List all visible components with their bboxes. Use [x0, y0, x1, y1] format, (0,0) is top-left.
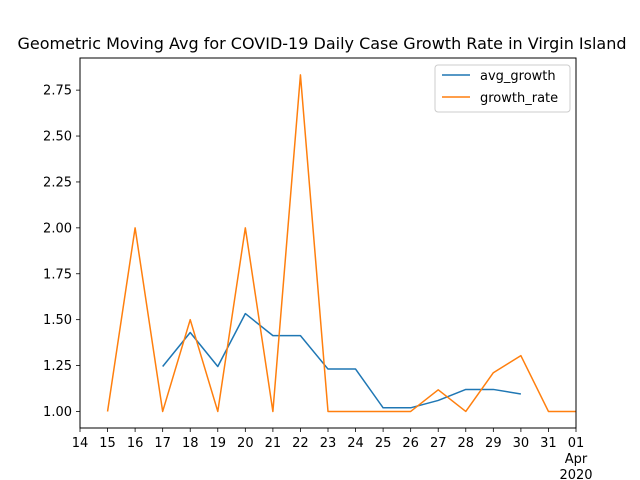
x-tick-label: 21 — [265, 436, 282, 451]
x-tick-label: 24 — [347, 436, 364, 451]
x-tick-label: 25 — [375, 436, 392, 451]
x-tick-label: 27 — [430, 436, 447, 451]
x-tick-label: 26 — [402, 436, 419, 451]
series-line-growth-rate — [106, 74, 576, 413]
x-tick-label: 23 — [320, 436, 337, 451]
y-tick-label: 2.00 — [43, 221, 72, 236]
y-tick-label: 2.25 — [43, 175, 72, 190]
legend-label-growth-rate: growth_rate — [480, 91, 558, 106]
plot-area — [106, 74, 576, 413]
x-tick-label: 17 — [154, 436, 171, 451]
y-tick-label: 1.75 — [43, 267, 72, 282]
y-tick-label: 1.50 — [43, 313, 72, 328]
y-tick-label: 2.75 — [43, 84, 72, 99]
x-tick-label: 01 — [568, 436, 585, 451]
chart-title: Geometric Moving Avg for COVID-19 Daily … — [17, 34, 626, 53]
y-axis: 1.00 1.25 1.50 1.75 2.00 2.25 2.50 2.75 — [43, 84, 80, 420]
axes-frame — [79, 57, 577, 429]
x-tick-label: 20 — [237, 436, 254, 451]
y-tick-label: 1.00 — [43, 405, 72, 420]
x-tick-sublabel: Apr — [565, 452, 588, 467]
x-tick-label: 30 — [513, 436, 530, 451]
x-tick-label: 28 — [458, 436, 475, 451]
x-tick-sublabel: 2020 — [559, 468, 592, 480]
x-tick-label: 19 — [210, 436, 227, 451]
x-tick-label: 22 — [292, 436, 309, 451]
x-axis: 14 15 16 17 18 19 20 21 22 23 24 25 26 27 28 29 30 31 01Ap… — [72, 428, 593, 480]
x-tick-label: 31 — [540, 436, 557, 451]
y-tick-label: 1.25 — [43, 359, 72, 374]
x-tick-label: 14 — [72, 436, 89, 451]
x-tick-label: 15 — [99, 436, 116, 451]
y-tick-label: 2.50 — [43, 130, 72, 145]
legend: avg_growth growth_rate — [434, 64, 571, 113]
legend-label-avg-growth: avg_growth — [480, 69, 556, 84]
series-line-avg-growth — [162, 312, 522, 409]
legend-box — [434, 64, 571, 113]
x-tick-label: 18 — [182, 436, 199, 451]
x-tick-label: 16 — [127, 436, 144, 451]
x-tick-label: 29 — [485, 436, 502, 451]
